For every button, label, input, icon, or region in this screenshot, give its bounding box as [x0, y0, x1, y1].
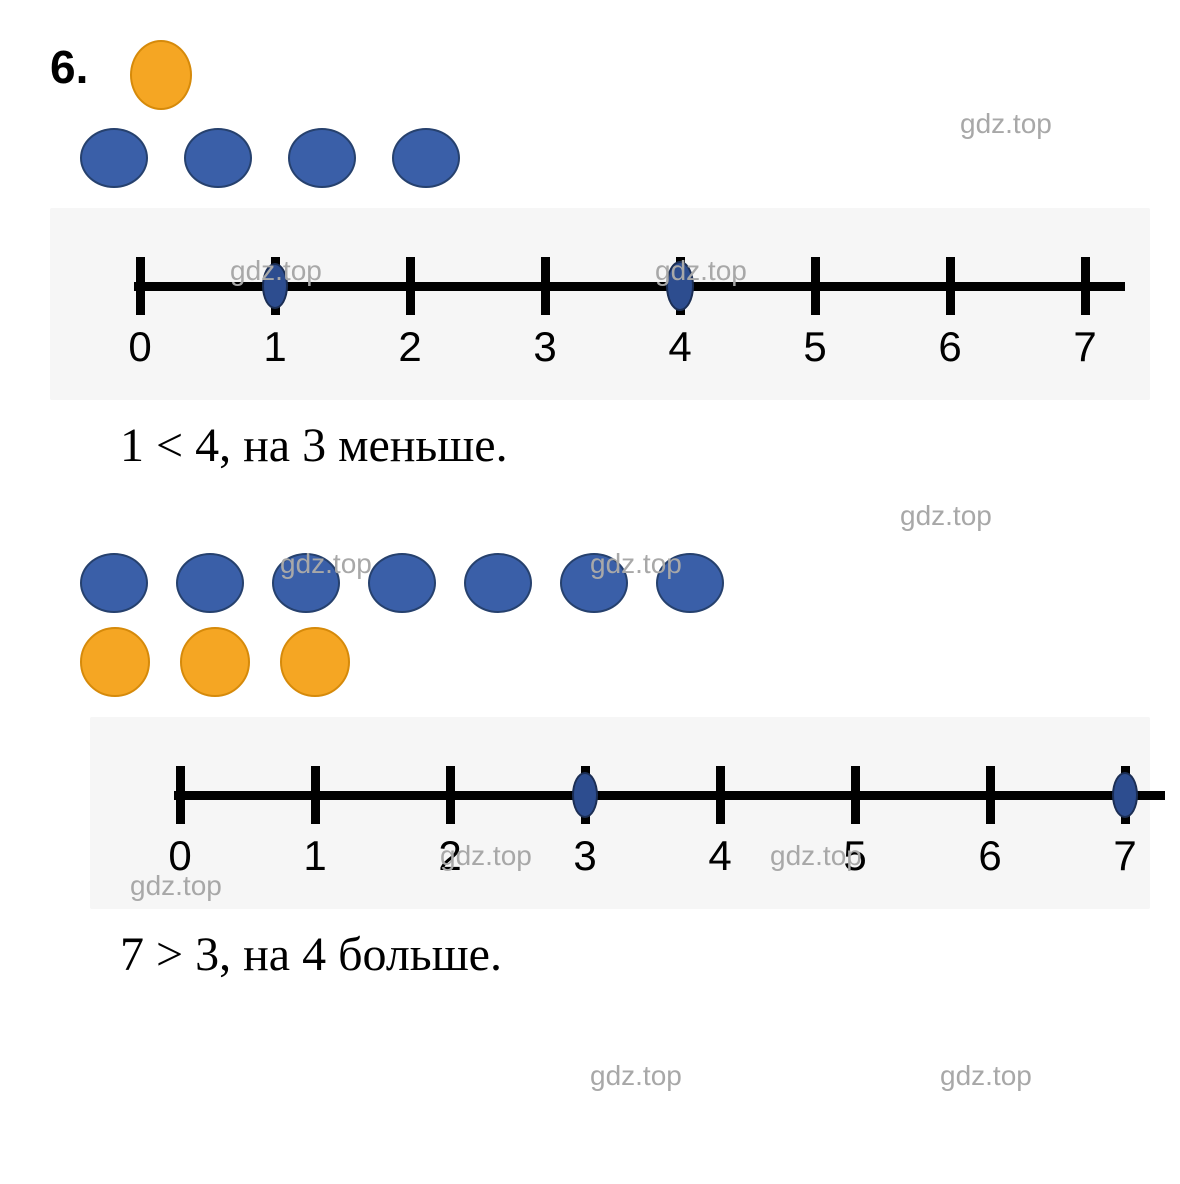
- s1-bottom-row: [80, 128, 1150, 188]
- watermark-text: gdz.top: [940, 1060, 1032, 1092]
- blue-circle: [368, 553, 436, 613]
- tick: [811, 257, 820, 315]
- tick-label: 3: [533, 323, 556, 371]
- orange-circle: [180, 627, 250, 697]
- blue-circle: [184, 128, 252, 188]
- numline-marker: [666, 261, 694, 311]
- s2-bottom-row: [80, 627, 1150, 697]
- tick-label: 0: [168, 832, 191, 880]
- axis: [174, 791, 1165, 800]
- tick: [311, 766, 320, 824]
- section-1: 0 1 2 3 4 5 6 7 1 < 4, на 3 меньше.: [50, 40, 1150, 473]
- tick-label: 4: [708, 832, 731, 880]
- tick-label: 1: [263, 323, 286, 371]
- blue-circle: [464, 553, 532, 613]
- blue-circle: [560, 553, 628, 613]
- tick: [406, 257, 415, 315]
- section-2: 0 1 2 3 4 5 6 7 7 > 3, на 4 больше.: [50, 553, 1150, 982]
- blue-circle: [80, 128, 148, 188]
- tick: [446, 766, 455, 824]
- blue-circle: [288, 128, 356, 188]
- s1-numline-wrap: 0 1 2 3 4 5 6 7: [50, 208, 1150, 400]
- s2-numline-wrap: 0 1 2 3 4 5 6 7: [90, 717, 1150, 909]
- numline-marker: [572, 772, 598, 818]
- tick: [541, 257, 550, 315]
- number-line-1: 0 1 2 3 4 5 6 7: [100, 238, 1125, 388]
- tick-label: 6: [978, 832, 1001, 880]
- problem-number: 6.: [50, 40, 88, 94]
- tick-label: 5: [803, 323, 826, 371]
- tick: [946, 257, 955, 315]
- tick: [716, 766, 725, 824]
- blue-circle: [656, 553, 724, 613]
- tick-label: 2: [438, 832, 461, 880]
- orange-circle: [80, 627, 150, 697]
- tick-label: 0: [128, 323, 151, 371]
- numline-marker: [1112, 772, 1138, 818]
- tick: [176, 766, 185, 824]
- tick: [1081, 257, 1090, 315]
- tick-label: 7: [1113, 832, 1136, 880]
- number-line-2: 0 1 2 3 4 5 6 7: [140, 747, 1165, 897]
- tick-label: 1: [303, 832, 326, 880]
- blue-circle: [272, 553, 340, 613]
- tick: [851, 766, 860, 824]
- watermark-text: gdz.top: [590, 1060, 682, 1092]
- tick-label: 3: [573, 832, 596, 880]
- tick: [986, 766, 995, 824]
- tick-label: 5: [843, 832, 866, 880]
- tick-label: 7: [1073, 323, 1096, 371]
- blue-circle: [80, 553, 148, 613]
- tick-label: 4: [668, 323, 691, 371]
- orange-circle: [280, 627, 350, 697]
- tick-label: 6: [938, 323, 961, 371]
- orange-circle: [130, 40, 192, 110]
- s2-top-row: [80, 553, 1150, 613]
- statement-2: 7 > 3, на 4 больше.: [120, 927, 1150, 982]
- blue-circle: [392, 128, 460, 188]
- numline-marker: [262, 263, 288, 309]
- tick: [136, 257, 145, 315]
- statement-1: 1 < 4, на 3 меньше.: [120, 418, 1150, 473]
- s1-top-row: [130, 40, 1150, 110]
- tick-label: 2: [398, 323, 421, 371]
- blue-circle: [176, 553, 244, 613]
